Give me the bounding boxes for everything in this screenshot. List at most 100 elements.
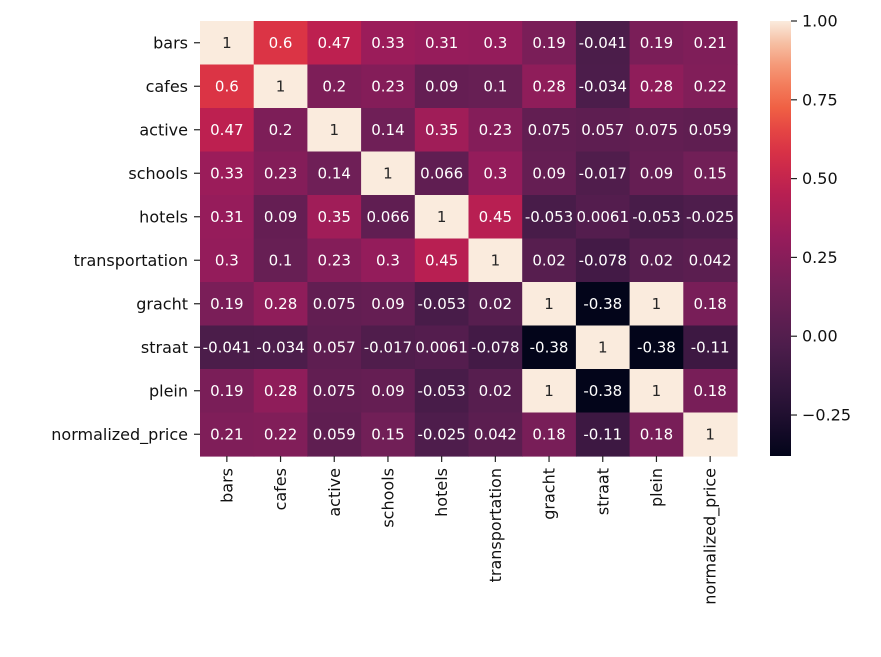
cell-annotation: 0.35 [318,208,351,226]
cell-annotation: 0.075 [313,295,356,313]
heatmap-cell [253,325,308,370]
cell-annotation: 1 [329,121,339,139]
cell-annotation: 0.28 [264,382,297,400]
heatmap-cell [253,21,308,66]
cell-annotation: 0.28 [640,77,673,95]
cell-annotation: 0.059 [689,121,732,139]
cell-annotation: -0.017 [364,338,412,356]
heatmap-cell [468,325,523,370]
heatmap-cell [307,412,362,457]
heatmap-cell [629,151,684,196]
column-label: plein [647,468,666,507]
heatmap-cell [361,369,416,414]
heatmap-cell [575,195,631,240]
cell-annotation: -0.025 [686,208,734,226]
heatmap-cell [253,412,308,457]
heatmap-cell [683,151,738,196]
cell-annotation: 1 [652,382,662,400]
heatmap-cell [575,64,631,109]
heatmap-cell [414,369,470,414]
column-label: cafes [271,468,290,510]
cell-annotation: -0.034 [579,77,627,95]
row-label: active [139,120,188,139]
cell-annotation: -0.053 [417,295,465,313]
cell-annotation: 0.18 [693,382,726,400]
cell-annotation: 0.14 [318,164,351,182]
row-label: bars [153,33,188,52]
heatmap-cell [307,108,362,153]
heatmap-cell [575,21,631,66]
cell-annotation: 1 [383,164,393,182]
heatmap-cell [629,238,684,283]
heatmap-cell [683,282,738,327]
column-label: bars [217,468,236,503]
cell-annotation: 0.02 [479,295,512,313]
column-labels: bars cafes active schools hotels transportati… [217,456,721,605]
cell-annotation: 0.31 [210,208,243,226]
heatmap-cell [468,108,523,153]
heatmap-cell [414,151,470,196]
heatmap-cell [414,325,470,370]
cell-annotation: 0.23 [318,251,351,269]
heatmap-cell [414,238,470,283]
cell-annotation: -0.38 [637,338,676,356]
column-label: transportation [486,468,505,582]
heatmap-cell [629,64,684,109]
heatmap-cell [522,108,577,153]
column-label: schools [378,468,397,528]
row-label: plein [149,381,188,400]
cell-annotation: 0.3 [215,251,239,269]
cell-annotation: 0.02 [640,251,673,269]
cell-annotation: -0.053 [417,382,465,400]
cell-annotation: 1 [491,251,501,269]
cell-annotation: 0.18 [532,425,565,443]
cell-annotation: 0.1 [269,251,293,269]
heatmap-cell [361,108,416,153]
heatmap-cell [683,369,738,414]
heatmap-cell [629,325,684,370]
heatmap-cell [253,64,308,109]
cell-annotation: 0.3 [376,251,400,269]
heatmap-cell [307,238,362,283]
heatmap-cell [253,108,308,153]
cell-annotation: 0.09 [371,295,404,313]
row-label: gracht [136,294,188,313]
heatmap-cell [522,282,577,327]
heatmap-cell [575,325,631,370]
cell-annotation: -0.041 [579,34,627,52]
cell-annotation: 0.075 [313,382,356,400]
heatmap-cell [629,21,684,66]
cell-annotation: -0.017 [579,164,627,182]
row-label: transportation [74,251,188,270]
cell-annotation: 0.09 [371,382,404,400]
heatmap-cell [575,151,631,196]
heatmap-cell [575,108,631,153]
heatmap-cell [522,64,577,109]
row-label: straat [141,338,188,357]
heatmap-cell [253,369,308,414]
heatmap-cell [361,282,416,327]
heatmap-cell [629,412,684,457]
heatmap-cell [307,21,362,66]
cell-annotation: 0.47 [210,121,243,139]
heatmap-cell [414,195,470,240]
heatmap-cell [522,21,577,66]
cell-annotation: 0.14 [371,121,404,139]
column-label: gracht [540,468,559,520]
cell-annotation: 0.0061 [415,338,468,356]
heatmap-cell [683,21,738,66]
heatmap-cell [629,195,684,240]
cell-annotation: 1 [705,425,715,443]
cell-annotation: 0.19 [640,34,673,52]
heatmap-cell [575,369,631,414]
heatmap-cell [414,21,470,66]
cell-annotation: 0.057 [313,338,356,356]
cell-annotation: 0.22 [693,77,726,95]
heatmap-cell [200,238,255,283]
cell-annotation: -0.053 [525,208,573,226]
heatmap-cell [522,195,577,240]
colorbar-tick-label: 0.00 [802,327,838,346]
heatmap-cell [361,412,416,457]
heatmap-cell [575,282,631,327]
